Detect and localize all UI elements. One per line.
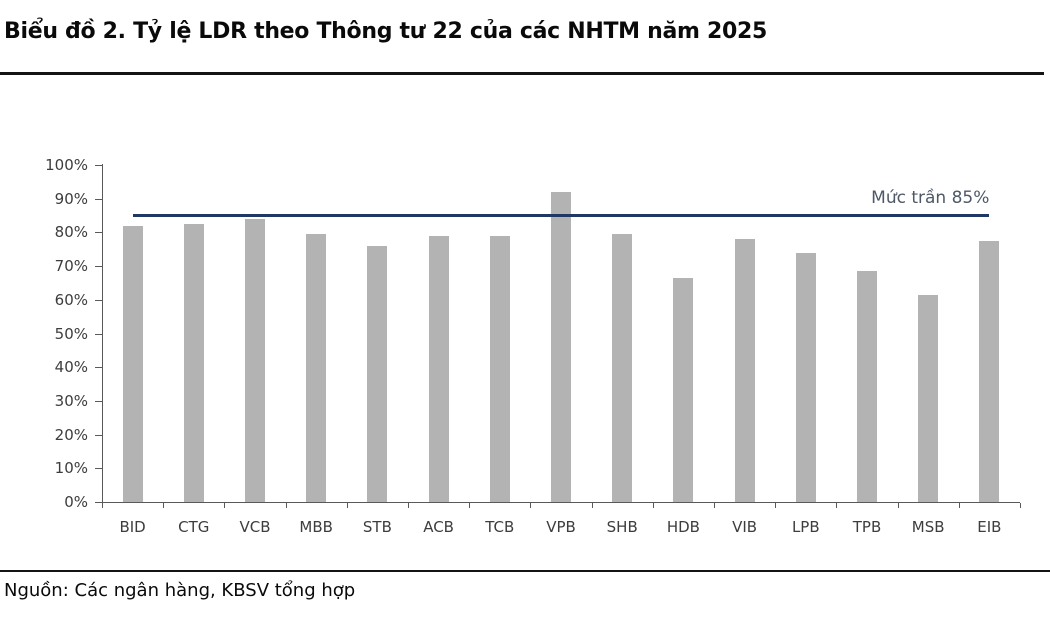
bar-eib: [979, 240, 1000, 502]
y-axis-tick: [95, 266, 103, 268]
bar-tcb: [489, 235, 510, 502]
x-axis-tick: [714, 503, 715, 508]
x-axis-tick: [102, 503, 103, 508]
y-tick-label: 10%: [54, 459, 88, 478]
x-tick-label-tpb: TPB: [852, 518, 882, 536]
x-axis-tick: [285, 503, 287, 508]
y-tick-label: 30%: [54, 391, 88, 410]
x-tick-label-tcb: TCB: [485, 518, 515, 536]
x-axis-tick: [591, 503, 593, 508]
x-axis-tick: [775, 503, 777, 508]
bar-ctg: [183, 223, 204, 502]
bar-shb: [612, 234, 633, 502]
bar-acb: [428, 235, 449, 502]
x-tick-label-lpb: LPB: [791, 518, 820, 536]
x-axis-tick: [346, 503, 348, 508]
y-axis-tick: [95, 400, 103, 402]
bar-hdb: [673, 277, 694, 502]
source-note: Nguồn: Các ngân hàng, KBSV tổng hợp: [4, 580, 356, 601]
y-tick-label: 40%: [54, 358, 88, 377]
x-tick-label-hdb: HDB: [666, 518, 700, 536]
x-axis-tick: [1020, 503, 1021, 508]
cap-85-line: [132, 214, 990, 218]
x-tick-label-ctg: CTG: [178, 518, 210, 536]
y-tick-label: 80%: [54, 223, 88, 242]
y-tick-label: 0%: [64, 493, 88, 511]
y-axis-tick: [95, 198, 103, 200]
x-tick-label-bid: BID: [119, 518, 146, 536]
y-axis-tick: [95, 434, 103, 436]
x-axis-line: [102, 502, 1020, 503]
x-tick-label-acb: ACB: [423, 518, 454, 536]
bar-bid: [122, 225, 143, 502]
x-tick-label-shb: SHB: [606, 518, 638, 536]
x-axis-tick: [163, 503, 165, 508]
x-axis-tick: [836, 503, 838, 508]
y-axis-tick: [95, 232, 103, 234]
y-tick-label: 90%: [54, 189, 88, 208]
y-tick-label: 70%: [54, 257, 88, 276]
y-tick-label: 20%: [54, 425, 88, 444]
bar-msb: [918, 294, 939, 502]
y-axis-tick: [95, 502, 103, 503]
x-tick-label-eib: EIB: [977, 518, 1002, 536]
y-axis-tick: [95, 468, 103, 470]
bar-tpb: [857, 271, 877, 502]
x-axis-tick: [224, 503, 226, 508]
y-axis-tick: [95, 367, 103, 369]
cap-85-label: Mức trần 85%: [871, 187, 990, 208]
y-axis-tick: [95, 333, 103, 335]
x-tick-label-vib: VIB: [732, 518, 758, 536]
y-axis-tick: [95, 299, 103, 301]
bar-vpb: [551, 191, 571, 502]
y-tick-label: 60%: [54, 290, 88, 309]
x-axis-tick: [652, 503, 654, 508]
bar-mbb: [306, 234, 327, 502]
bar-vib: [734, 239, 755, 502]
y-axis-tick: [95, 165, 103, 166]
x-tick-label-stb: STB: [362, 518, 392, 536]
y-tick-label: 50%: [54, 324, 88, 343]
x-axis-tick: [408, 503, 409, 508]
chart-title: Biểu đồ 2. Tỷ lệ LDR theo Thông tư 22 củ…: [4, 19, 768, 44]
bar-vcb: [245, 218, 265, 502]
x-axis-tick: [530, 503, 532, 508]
x-axis-tick: [469, 503, 471, 508]
bar-stb: [367, 245, 388, 502]
source-divider-rule: [0, 570, 1050, 572]
x-tick-label-vcb: VCB: [239, 518, 271, 536]
bar-lpb: [795, 252, 816, 502]
title-underline-rule: [0, 72, 1044, 75]
x-axis-tick: [958, 503, 960, 508]
x-tick-label-vpb: VPB: [546, 518, 576, 536]
y-tick-label: 100%: [45, 156, 88, 174]
x-tick-label-msb: MSB: [911, 518, 945, 536]
x-tick-label-mbb: MBB: [299, 518, 333, 536]
x-axis-tick: [897, 503, 899, 508]
